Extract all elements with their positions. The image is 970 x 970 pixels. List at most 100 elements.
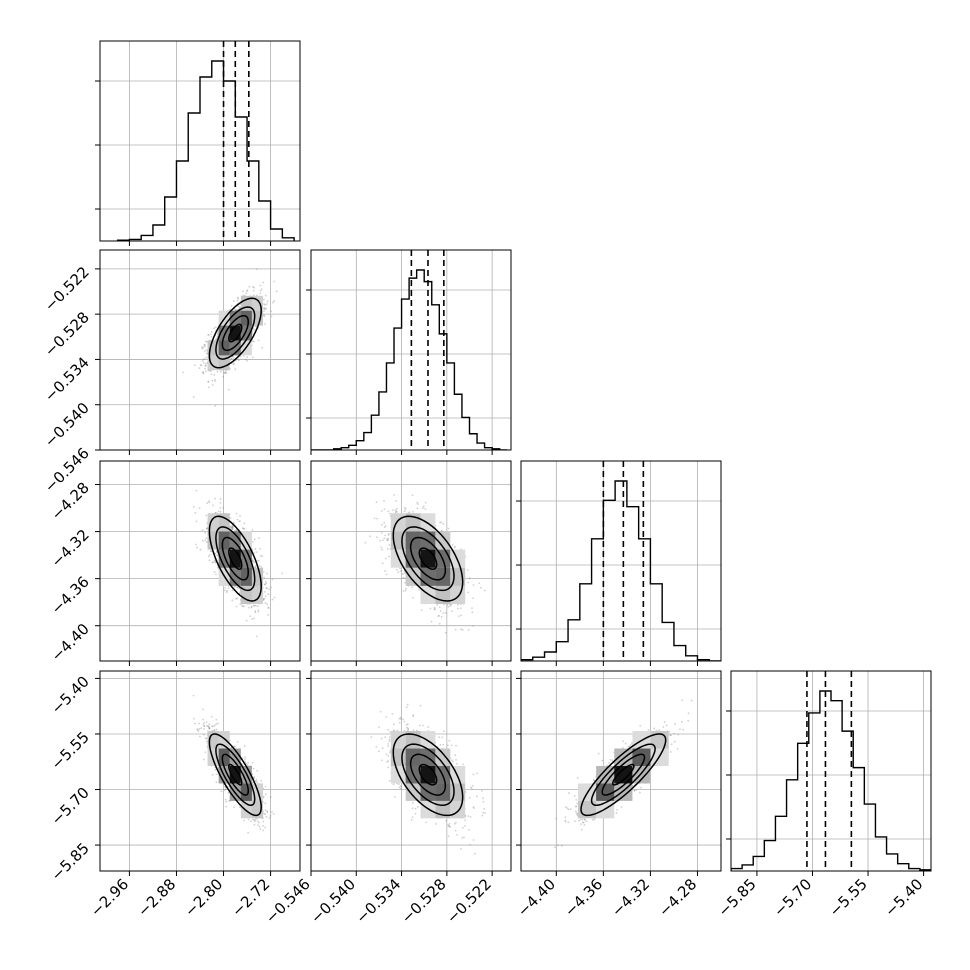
sample-point (246, 356, 249, 359)
sample-point (210, 333, 212, 336)
sample-point (223, 589, 226, 592)
sample-point (214, 561, 217, 563)
sample-point (212, 504, 214, 507)
sample-point (210, 373, 213, 376)
sample-point (211, 383, 214, 386)
sample-point (231, 528, 234, 530)
sample-point (262, 795, 265, 798)
density-cell (218, 325, 230, 341)
sample-point (229, 527, 232, 529)
sample-point (231, 589, 234, 592)
contour-line (392, 515, 464, 602)
sample-point (235, 512, 238, 515)
sample-point (399, 567, 401, 570)
sample-point (258, 537, 260, 540)
sample-point (239, 355, 242, 358)
sample-point (200, 364, 203, 367)
sample-point (375, 536, 378, 539)
sample-point (244, 358, 247, 361)
sample-point (230, 304, 233, 307)
sample-point (213, 374, 216, 376)
sample-point (265, 572, 268, 575)
sample-point (203, 350, 206, 353)
sample-point (266, 303, 268, 305)
sample-point (260, 554, 262, 557)
sample-point (242, 355, 245, 357)
sample-point (451, 544, 454, 546)
density-cell (218, 340, 230, 356)
sample-point (254, 566, 257, 568)
sample-point (230, 357, 233, 360)
sample-point (208, 559, 211, 562)
sample-point (272, 301, 274, 304)
panel-frame (99, 460, 301, 662)
sample-point (442, 612, 445, 615)
contour-line (208, 515, 262, 602)
sample-point (203, 343, 206, 346)
sample-point (251, 340, 254, 343)
density-cell (218, 513, 230, 532)
sample-point (214, 552, 217, 555)
sample-point (231, 526, 233, 529)
sample-point (411, 494, 414, 497)
sample-point (198, 367, 201, 369)
sample-point (243, 527, 246, 530)
sample-point (205, 537, 208, 540)
sample-point (460, 614, 462, 617)
sample-point (195, 543, 197, 546)
sample-point (235, 529, 238, 531)
sample-point (254, 325, 257, 327)
sample-point (204, 364, 207, 367)
sample-point (460, 628, 463, 631)
sample-point (204, 367, 206, 370)
density-cell (240, 310, 252, 326)
sample-point (201, 347, 204, 350)
panel-content (100, 41, 300, 241)
sample-point (375, 501, 378, 504)
sample-point (383, 508, 386, 511)
contour-line (418, 547, 438, 570)
sample-point (237, 305, 240, 308)
sample-point (252, 289, 255, 292)
sample-point (212, 327, 215, 330)
sample-point (381, 539, 384, 542)
sample-point (262, 314, 265, 317)
sample-point (259, 292, 262, 295)
sample-point (249, 615, 251, 618)
sample-point (458, 615, 461, 618)
sample-point (257, 609, 260, 612)
sample-point (412, 596, 414, 599)
sample-point (229, 517, 232, 519)
sample-point (215, 338, 218, 340)
density-cell (251, 567, 264, 586)
sample-point (259, 547, 262, 550)
sample-point (207, 381, 210, 383)
contour-line (208, 297, 262, 369)
sample-point (433, 608, 436, 611)
sample-point (260, 288, 263, 291)
sample-point (271, 578, 274, 581)
sample-point (384, 525, 387, 527)
sample-point (215, 573, 217, 576)
sample-point (206, 502, 209, 505)
sample-point (258, 559, 260, 562)
sample-point (373, 517, 376, 520)
histogram-line (521, 480, 721, 661)
sample-point (217, 510, 220, 513)
sample-point (236, 586, 239, 589)
sample-point (219, 497, 222, 500)
sample-point (231, 524, 234, 527)
sample-point (395, 511, 398, 513)
sample-point (200, 727, 203, 730)
sample-point (205, 724, 208, 727)
sample-point (403, 506, 406, 509)
sample-point (254, 547, 257, 550)
sample-point (408, 511, 411, 514)
density-cell (229, 531, 241, 550)
sample-point (268, 607, 270, 609)
sample-point (264, 323, 266, 325)
sample-point (449, 605, 452, 607)
sample-point (440, 530, 443, 532)
panel-frame (520, 460, 722, 662)
sample-point (380, 546, 383, 549)
